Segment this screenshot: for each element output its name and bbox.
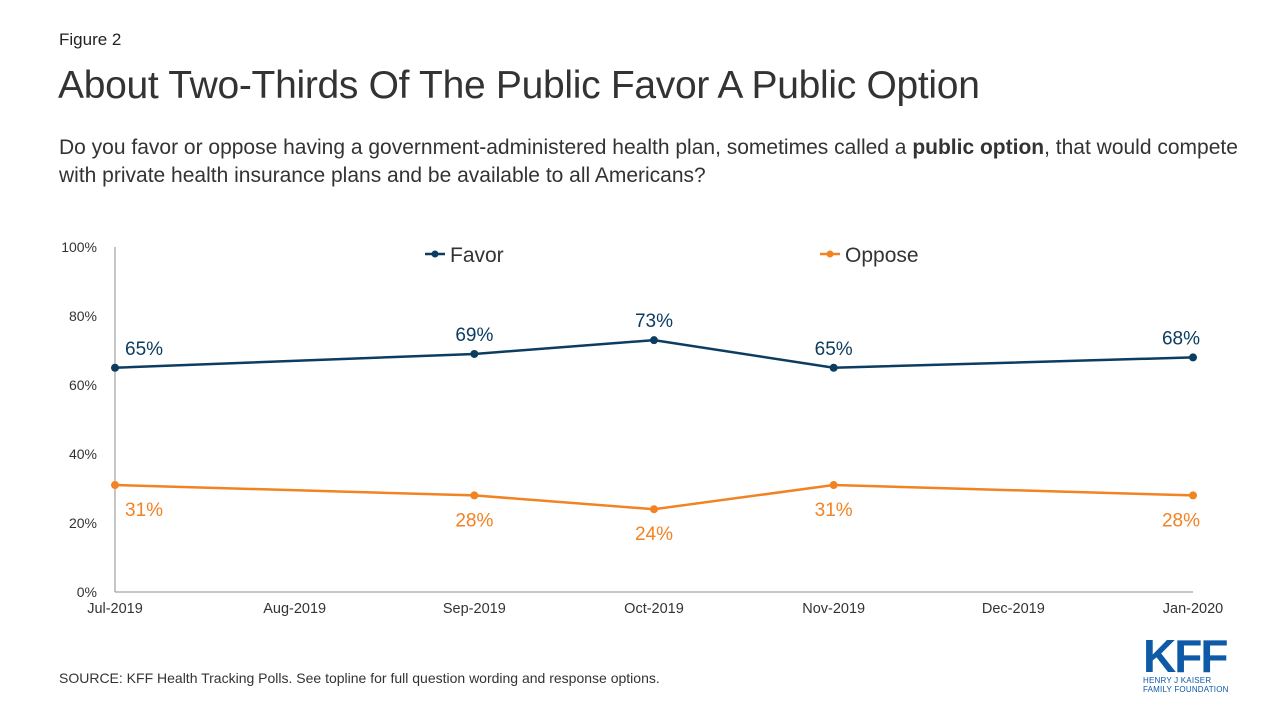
logo-mark: KFF	[1143, 630, 1228, 682]
data-label: 31%	[125, 500, 163, 521]
data-label: 65%	[815, 339, 853, 360]
legend-swatch-marker	[431, 250, 439, 258]
data-point	[1189, 353, 1197, 362]
x-tick-label: Dec-2019	[982, 601, 1045, 617]
data-label: 28%	[1162, 510, 1200, 531]
source-note: SOURCE: KFF Health Tracking Polls. See t…	[59, 670, 660, 686]
y-tick-label: 20%	[69, 515, 97, 531]
y-tick-label: 0%	[77, 584, 97, 600]
data-point	[1189, 491, 1197, 500]
x-tick-label: Aug-2019	[263, 601, 326, 617]
subtitle-text-after: , that would compete with private health…	[59, 136, 1238, 187]
legend-label: Favor	[450, 244, 504, 267]
x-tick-label: Nov-2019	[802, 601, 865, 617]
y-tick-label: 40%	[69, 446, 97, 462]
data-point	[470, 491, 479, 500]
data-label: 65%	[125, 339, 163, 360]
y-tick-label: 80%	[69, 308, 97, 324]
data-point	[111, 363, 119, 372]
data-point	[829, 363, 838, 372]
logo-line-1: HENRY J KAISER	[1143, 676, 1212, 685]
data-label: 28%	[455, 510, 493, 531]
data-label: 24%	[635, 524, 673, 545]
data-label: 31%	[815, 500, 853, 521]
y-tick-label: 60%	[69, 377, 97, 393]
series-line	[114, 338, 1194, 370]
data-point	[829, 481, 838, 490]
data-point	[111, 481, 119, 490]
x-tick-label: Oct-2019	[624, 601, 684, 617]
x-tick-label: Jan-2020	[1163, 601, 1223, 617]
x-tick-label: Jul-2019	[87, 601, 143, 617]
subtitle-text-before: Do you favor or oppose having a governme…	[59, 136, 913, 159]
chart-title: About Two-Thirds Of The Public Favor A P…	[58, 64, 980, 107]
legend-swatch-marker	[826, 250, 834, 258]
data-point	[470, 349, 479, 358]
chart-subtitle: Do you favor or oppose having a governme…	[59, 134, 1239, 190]
data-label: 68%	[1162, 328, 1200, 349]
figure-label: Figure 2	[59, 30, 122, 49]
data-point	[650, 336, 658, 345]
subtitle-text-bold: public option	[912, 136, 1045, 159]
x-tick-label: Sep-2019	[443, 601, 506, 617]
data-label: 69%	[455, 325, 493, 346]
data-point	[650, 505, 658, 514]
logo-line-2: FAMILY FOUNDATION	[1143, 685, 1229, 694]
y-tick-label: 100%	[61, 239, 97, 255]
legend-label: Oppose	[845, 244, 919, 267]
kff-logo: KFF HENRY J KAISER FAMILY FOUNDATION	[1143, 630, 1239, 694]
data-label: 73%	[635, 311, 673, 332]
